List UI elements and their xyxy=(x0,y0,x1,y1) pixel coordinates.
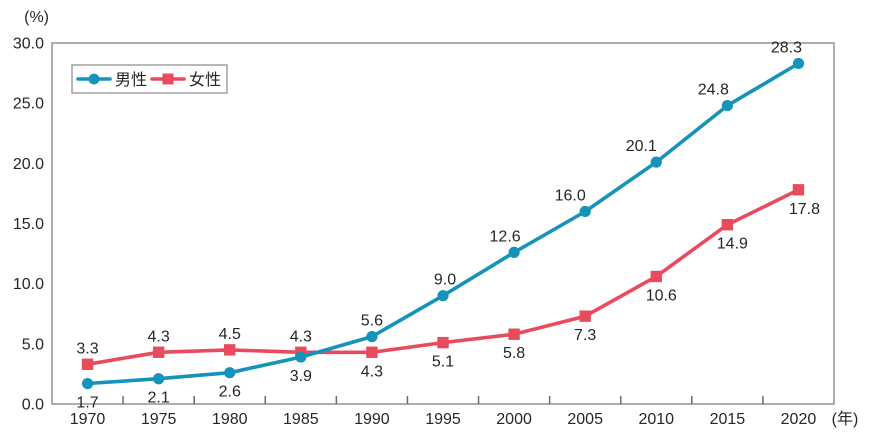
data-point-marker-male xyxy=(366,331,378,343)
data-point-label-female: 4.3 xyxy=(290,328,312,345)
data-point-label-male: 5.6 xyxy=(361,313,383,330)
data-point-label-male: 24.8 xyxy=(698,82,729,99)
x-axis-tick-label: 1970 xyxy=(70,411,106,428)
x-axis-tick-label: 1985 xyxy=(283,411,319,428)
x-axis-tick-label: 2010 xyxy=(638,411,674,428)
data-point-label-female: 4.3 xyxy=(361,363,383,380)
data-point-marker-female xyxy=(366,346,378,358)
data-point-marker-female xyxy=(81,358,94,370)
legend-label-female: 女性 xyxy=(189,70,221,89)
data-point-marker-male xyxy=(650,156,662,168)
data-point-marker-male xyxy=(508,246,520,258)
series-line-male xyxy=(85,61,801,386)
y-axis-tick-label: 0.0 xyxy=(22,397,44,414)
legend-item-female: 女性 xyxy=(150,70,221,89)
data-point-label-female: 14.9 xyxy=(717,236,748,253)
data-point-marker-male xyxy=(153,373,165,385)
data-point-label-male: 20.1 xyxy=(626,138,657,155)
data-point-label-male: 2.6 xyxy=(219,384,241,401)
data-point-label-female: 10.6 xyxy=(646,287,677,304)
data-point-marker-female xyxy=(152,346,165,358)
data-point-marker-female xyxy=(224,344,236,356)
data-point-label-female: 4.5 xyxy=(219,326,241,343)
y-axis-tick-label: 30.0 xyxy=(13,36,44,53)
data-point-label-female: 5.1 xyxy=(432,354,454,371)
data-point-label-male: 12.6 xyxy=(490,228,521,245)
data-point-label-male: 1.7 xyxy=(76,395,98,412)
legend-marker-square-icon xyxy=(162,73,174,85)
data-point-marker-male xyxy=(437,290,449,302)
legend-marker-circle-icon xyxy=(88,73,100,85)
data-point-label-female: 5.8 xyxy=(503,345,525,362)
y-axis-tick-label: 15.0 xyxy=(13,216,44,233)
x-axis-unit-label: (年) xyxy=(832,410,859,428)
x-axis-tick-label: 1990 xyxy=(354,411,390,428)
data-point-marker-male xyxy=(81,377,94,390)
data-point-label-male: 3.9 xyxy=(290,368,312,385)
data-point-label-male: 9.0 xyxy=(434,272,456,289)
series-female: 3.3 4.3 4.5 4.3 4.3 5.1 5.8 7.3 10.6 14.9 17.8 xyxy=(76,184,820,380)
data-point-marker-male xyxy=(295,351,307,363)
data-point-marker-male xyxy=(579,205,591,218)
series-male: 1.7 2.1 2.6 3.9 5.6 9.0 12.6 16.0 20.1 24.8 28.3 xyxy=(76,39,805,412)
x-axis-tick-label: 2020 xyxy=(781,411,817,428)
data-point-marker-female xyxy=(650,270,662,283)
data-point-marker-female xyxy=(437,336,449,349)
y-axis-tick-label: 25.0 xyxy=(13,96,44,113)
data-point-marker-female xyxy=(721,219,734,231)
legend: 男性 女性 xyxy=(71,64,228,94)
data-point-label-female: 7.3 xyxy=(574,327,596,344)
plot-frame xyxy=(51,42,835,405)
data-point-marker-female xyxy=(579,310,591,322)
x-axis-tick-label: 1975 xyxy=(141,411,177,428)
legend-item-male: 男性 xyxy=(76,71,147,89)
data-point-marker-female xyxy=(508,328,520,340)
x-axis-tick-label: 1995 xyxy=(425,411,461,428)
data-point-marker-male xyxy=(721,99,733,112)
y-axis-tick-label: 10.0 xyxy=(13,276,44,293)
data-point-label-female: 17.8 xyxy=(789,201,820,218)
x-axis-tick-label: 1980 xyxy=(212,411,248,428)
x-axis-tick-label: 2000 xyxy=(496,411,532,428)
y-axis-tick-label: 5.0 xyxy=(22,336,44,353)
data-point-marker-male xyxy=(792,57,805,70)
data-point-label-male: 16.0 xyxy=(555,187,586,204)
y-axis-unit-label: (%) xyxy=(24,9,49,26)
x-axis-tick-label: 2015 xyxy=(710,411,746,428)
data-point-label-female: 3.3 xyxy=(76,340,98,357)
data-point-label-female: 4.3 xyxy=(148,328,170,345)
legend-label-male: 男性 xyxy=(115,71,147,89)
data-point-label-male: 2.1 xyxy=(148,390,170,407)
data-point-marker-female xyxy=(792,184,805,196)
x-axis-tick-label: 2005 xyxy=(567,411,603,428)
y-axis-tick-label: 20.0 xyxy=(13,156,44,173)
data-point-marker-male xyxy=(224,367,236,379)
data-point-label-male: 28.3 xyxy=(771,39,802,56)
